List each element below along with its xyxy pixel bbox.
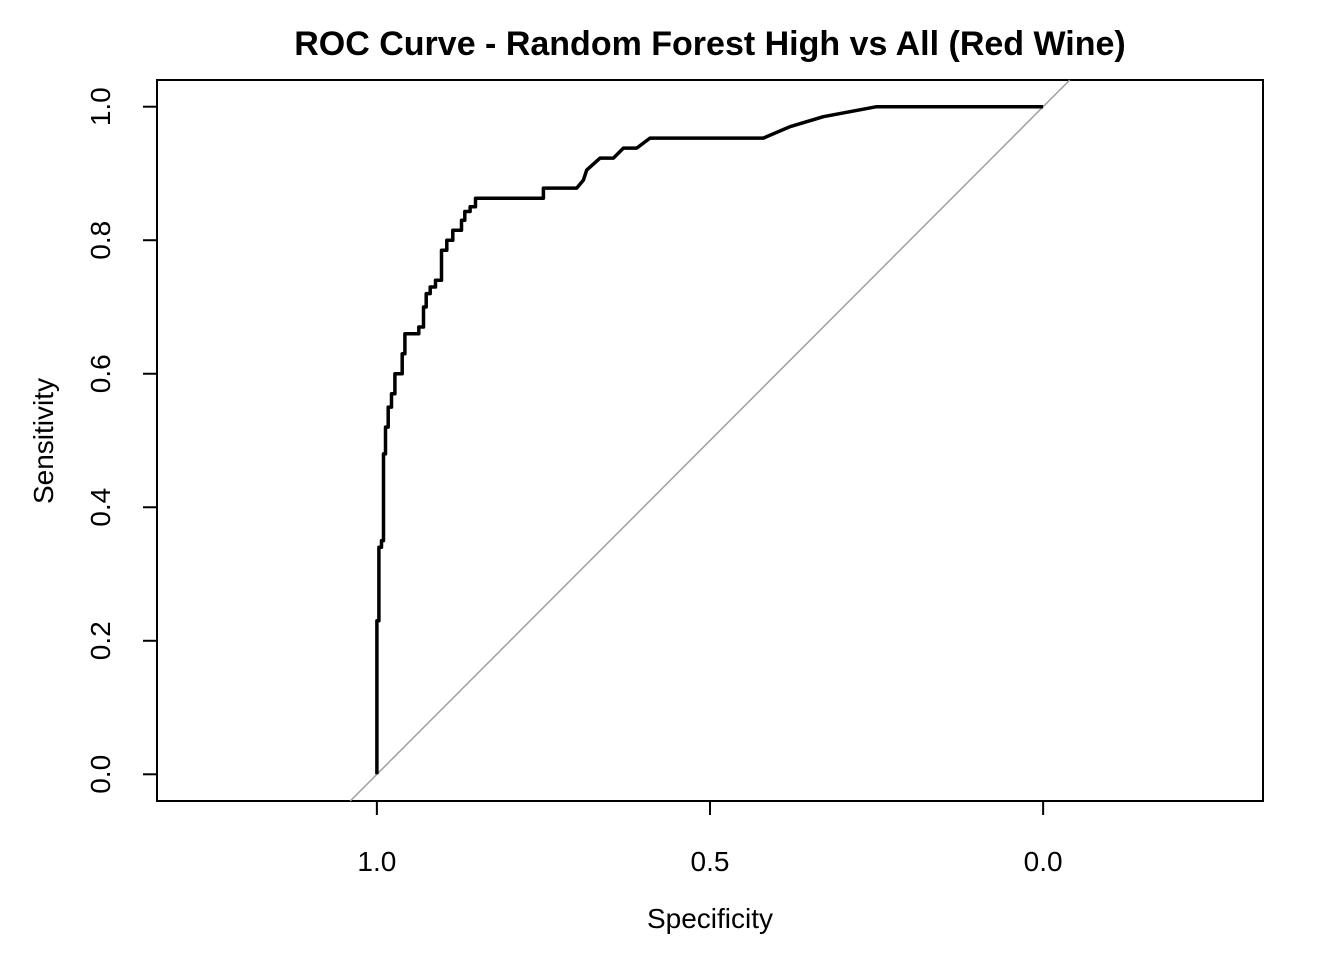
- x-tick-label: 1.0: [357, 846, 396, 877]
- y-tick-label: 0.4: [85, 488, 116, 527]
- y-tick-label: 1.0: [85, 87, 116, 126]
- y-tick-label: 0.0: [85, 755, 116, 794]
- y-tick-label: 0.2: [85, 621, 116, 660]
- y-tick-label: 0.8: [85, 221, 116, 260]
- diagonal-reference-line: [349, 79, 1071, 802]
- x-axis-label: Specificity: [647, 903, 773, 934]
- y-axis: 0.0 0.2 0.4 0.6 0.8 1.0: [85, 87, 158, 794]
- x-tick-label: 0.5: [691, 846, 730, 877]
- roc-curve-line: [375, 104, 1044, 775]
- chart-title: ROC Curve - Random Forest High vs All (R…: [294, 25, 1126, 63]
- x-axis: 1.0 0.5 0.0: [357, 800, 1063, 877]
- x-tick-label: 0.0: [1024, 846, 1063, 877]
- y-axis-label: Sensitivity: [28, 378, 59, 504]
- y-tick-label: 0.6: [85, 354, 116, 393]
